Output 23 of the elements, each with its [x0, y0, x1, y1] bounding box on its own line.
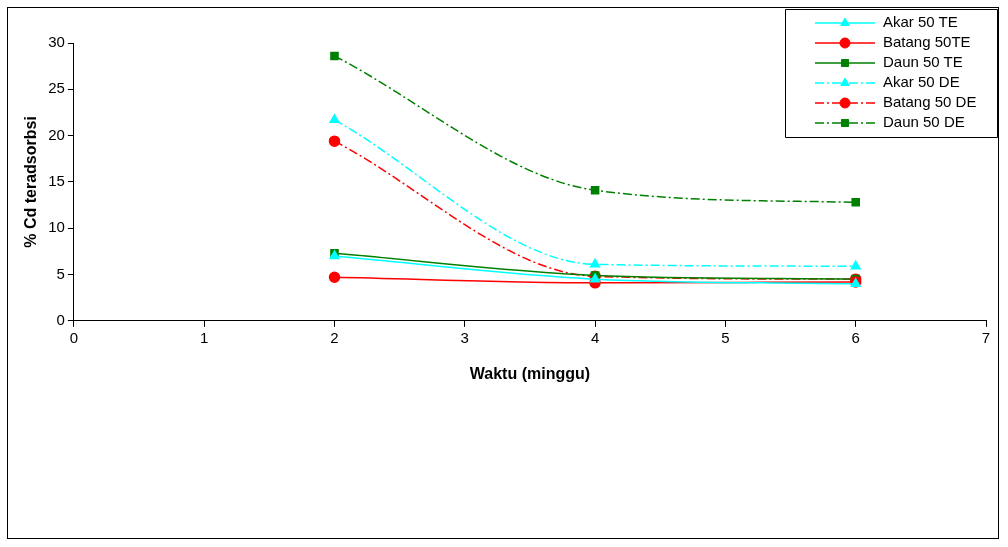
- y-tick-label: 25: [48, 79, 65, 97]
- x-axis-title: Waktu (minggu): [469, 364, 591, 382]
- y-tick-label: 10: [48, 218, 65, 236]
- legend-label: Akar 50 DE: [883, 73, 960, 91]
- x-tick-label: 2: [330, 328, 339, 346]
- legend-label: Batang 50TE: [883, 33, 971, 51]
- x-tick-label: 3: [460, 328, 469, 346]
- legend-label: Akar 50 TE: [883, 13, 958, 31]
- x-tick-label: 7: [981, 328, 991, 346]
- y-tick-label: 5: [56, 264, 65, 282]
- legend-label: Daun 50 DE: [883, 113, 965, 131]
- x-tick-label: 6: [851, 328, 860, 346]
- x-tick-label: 1: [200, 328, 209, 346]
- y-tick-label: 0: [56, 310, 65, 328]
- legend-label: Daun 50 TE: [883, 53, 963, 71]
- x-tick-label: 0: [69, 328, 79, 346]
- y-tick-label: 20: [48, 125, 65, 143]
- x-tick-label: 4: [590, 328, 600, 346]
- y-tick-label: 30: [48, 33, 65, 51]
- y-axis-title: % Cd teradsorbsi: [22, 116, 40, 248]
- y-tick-label: 15: [48, 172, 65, 190]
- legend-label: Batang 50 DE: [883, 93, 977, 111]
- x-tick-label: 5: [721, 328, 730, 346]
